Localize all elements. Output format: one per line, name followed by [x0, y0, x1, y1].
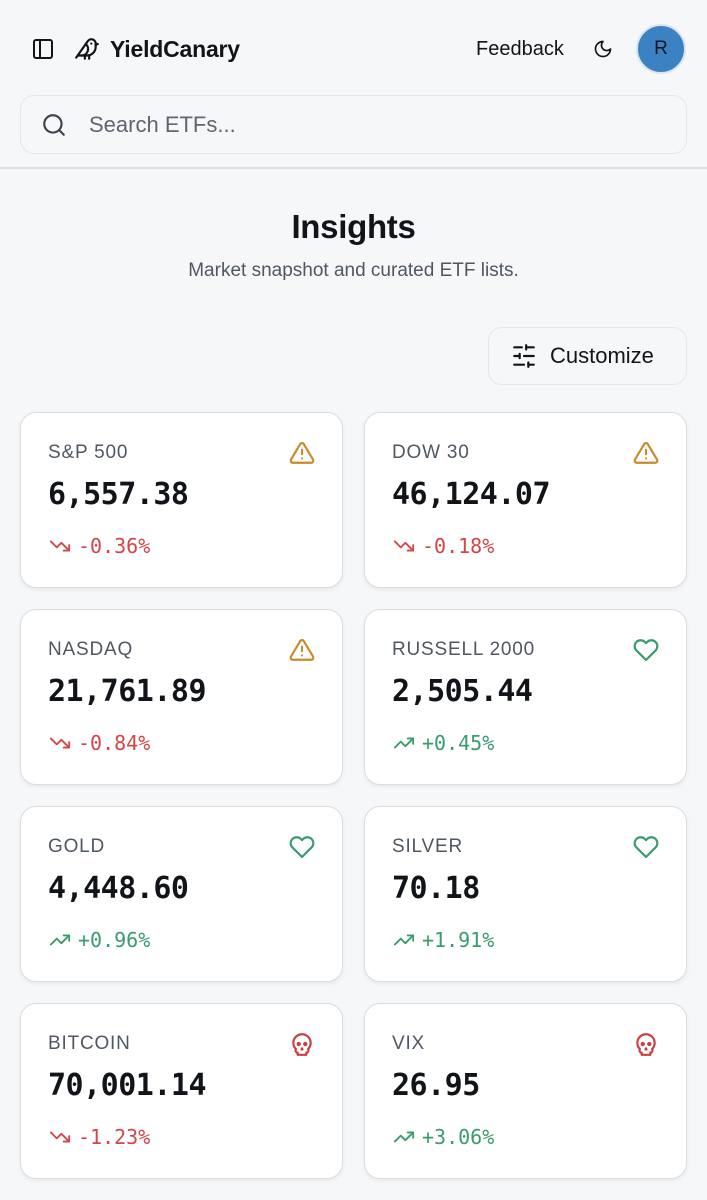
market-card-silver[interactable]: SILVER 70.18 +1.91% [364, 806, 687, 982]
warning-triangle-icon [288, 439, 316, 467]
card-name: BITCOIN [48, 1033, 131, 1054]
card-name: GOLD [48, 836, 106, 857]
change-percent: +0.96% [78, 928, 151, 952]
market-card-russell2000[interactable]: RUSSELL 2000 2,505.44 +0.45% [364, 609, 687, 785]
card-change: -1.23% [48, 1122, 150, 1152]
trending-up-icon [392, 731, 416, 755]
market-card-nasdaq[interactable]: NASDAQ 21,761.89 -0.84% [20, 609, 343, 785]
trending-up-icon [392, 1125, 416, 1149]
change-percent: -0.36% [78, 534, 151, 558]
theme-toggle-button[interactable] [588, 34, 618, 64]
search-input[interactable] [87, 110, 647, 139]
trending-up-icon [392, 928, 416, 952]
change-percent: -1.23% [78, 1125, 151, 1149]
brand[interactable]: YieldCanary [72, 30, 240, 68]
market-card-sp500[interactable]: S&P 500 6,557.38 -0.36% [20, 412, 343, 588]
market-card-vix[interactable]: VIX 26.95 +3.06% [364, 1003, 687, 1179]
card-name: S&P 500 [48, 442, 129, 463]
heart-icon [288, 833, 316, 861]
page-subtitle: Market snapshot and curated ETF lists. [188, 260, 519, 281]
card-value: 21,761.89 [48, 674, 207, 709]
user-avatar[interactable]: R [636, 24, 686, 74]
trending-down-icon [48, 1125, 72, 1149]
feedback-link[interactable]: Feedback [476, 38, 564, 60]
heart-icon [632, 636, 660, 664]
trending-down-icon [48, 731, 72, 755]
market-card-bitcoin[interactable]: BITCOIN 70,001.14 -1.23% [20, 1003, 343, 1179]
market-card-gold[interactable]: GOLD 4,448.60 +0.96% [20, 806, 343, 982]
brand-name: YieldCanary [110, 35, 240, 62]
skull-icon [632, 1030, 660, 1058]
change-percent: +1.91% [422, 928, 495, 952]
card-change: +0.45% [392, 728, 494, 758]
market-card-dow30[interactable]: DOW 30 46,124.07 -0.18% [364, 412, 687, 588]
card-name: NASDAQ [48, 639, 134, 660]
card-change: +0.96% [48, 925, 150, 955]
trending-down-icon [392, 534, 416, 558]
trending-down-icon [48, 534, 72, 558]
card-name: RUSSELL 2000 [392, 639, 536, 660]
card-change: -0.36% [48, 531, 150, 561]
card-name: SILVER [392, 836, 463, 857]
card-value: 26.95 [392, 1068, 480, 1103]
customize-button[interactable]: Customize [488, 327, 687, 385]
skull-icon [288, 1030, 316, 1058]
card-change: +3.06% [392, 1122, 494, 1152]
change-percent: +3.06% [422, 1125, 495, 1149]
sidebar-toggle-button[interactable] [26, 32, 60, 66]
card-change: +1.91% [392, 925, 494, 955]
moon-icon [594, 40, 612, 58]
card-value: 6,557.38 [48, 477, 189, 512]
search-icon [39, 110, 69, 140]
change-percent: -0.18% [422, 534, 495, 558]
card-change: -0.18% [392, 531, 494, 561]
canary-bird-icon [72, 34, 102, 64]
trending-up-icon [48, 928, 72, 952]
search-box[interactable] [20, 95, 687, 154]
warning-triangle-icon [632, 439, 660, 467]
card-change: -0.84% [48, 728, 150, 758]
card-name: VIX [392, 1033, 426, 1054]
app-header: YieldCanary Feedback R [0, 0, 707, 98]
change-percent: +0.45% [422, 731, 495, 755]
card-value: 46,124.07 [392, 477, 551, 512]
warning-triangle-icon [288, 636, 316, 664]
card-name: DOW 30 [392, 442, 470, 463]
change-percent: -0.84% [78, 731, 151, 755]
page-title: Insights [291, 208, 416, 245]
card-value: 70.18 [392, 871, 480, 906]
heart-icon [632, 833, 660, 861]
header-divider [0, 167, 707, 169]
card-value: 4,448.60 [48, 871, 189, 906]
card-value: 2,505.44 [392, 674, 533, 709]
sidebar-icon [33, 39, 53, 59]
card-value: 70,001.14 [48, 1068, 207, 1103]
sliders-icon [510, 342, 538, 370]
customize-label: Customize [550, 343, 654, 368]
